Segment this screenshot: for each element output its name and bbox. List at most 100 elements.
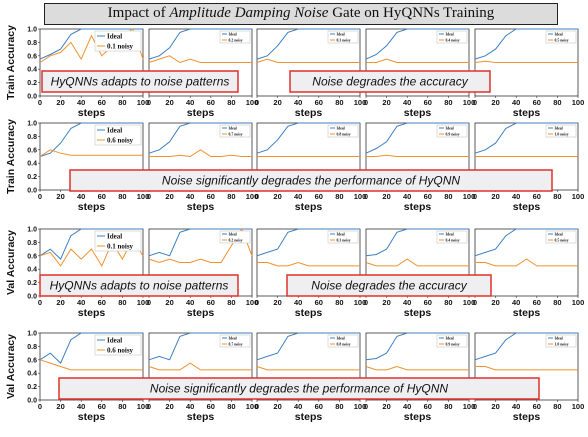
callout-box: Noise degrades the accuracy	[289, 70, 491, 93]
x-tick-label: 100	[246, 298, 259, 307]
legend: Ideal 0.7 noisy	[219, 334, 251, 348]
panel-1-5: 0 20 40 60 80 100 Ideal 0.5 noisy	[473, 28, 584, 107]
legend-label: Ideal	[446, 336, 454, 340]
legend: Ideal 0.5 noisy	[545, 230, 577, 244]
row-axis-label: Val Accuracy	[5, 230, 17, 295]
x-tick-label: 100	[137, 402, 150, 411]
x-tick-label: 40	[512, 98, 520, 107]
x-axis-label: steps	[187, 307, 215, 319]
series-line-ideal	[256, 122, 360, 154]
series-line-noisy	[365, 365, 469, 371]
x-tick-label: 60	[207, 98, 215, 107]
x-tick-label: 100	[246, 402, 259, 411]
panel-1-4: 0 20 40 60 80 100 Ideal 0.4 noisy	[364, 28, 475, 107]
series-line-noisy	[365, 258, 469, 267]
legend: Ideal 0.4 noisy	[436, 230, 468, 244]
callout-frame	[289, 70, 491, 93]
legend: Ideal 0.7 noisy	[219, 124, 251, 138]
x-tick-label: 100	[137, 298, 150, 307]
y-tick-label: 0.2	[27, 384, 37, 391]
series-line-ideal	[39, 332, 143, 364]
legend-box	[327, 230, 359, 244]
legend-box	[545, 30, 577, 44]
x-tick-label: 60	[207, 192, 215, 201]
x-tick-label: 100	[137, 98, 150, 107]
legend-label: Ideal	[229, 336, 237, 340]
series-line-noisy	[148, 362, 252, 371]
legend-box	[327, 124, 359, 138]
legend-label: 0.1 noisy	[107, 42, 134, 50]
x-tick-label: 60	[98, 402, 106, 411]
x-axis-label: steps	[404, 307, 432, 319]
x-tick-label: 20	[56, 298, 64, 307]
series-line-noisy	[148, 55, 252, 64]
x-tick-label: 0	[147, 192, 151, 201]
legend-label: Ideal	[446, 126, 454, 130]
legend-box	[327, 334, 359, 348]
y-tick-label: 0.0	[27, 294, 37, 301]
x-axis-label: steps	[187, 411, 215, 423]
legend-label: 0.7 noisy	[229, 132, 243, 136]
x-tick-label: 80	[118, 98, 126, 107]
x-tick-label: 20	[382, 298, 390, 307]
series-line-ideal	[148, 122, 252, 154]
legend-box	[94, 230, 142, 252]
x-tick-label: 0	[147, 298, 151, 307]
x-tick-label: 80	[553, 98, 561, 107]
y-tick-label: 0.4	[27, 267, 37, 274]
x-tick-label: 100	[354, 98, 367, 107]
x-tick-label: 40	[512, 298, 520, 307]
series-line-ideal	[365, 228, 469, 257]
legend-label: Ideal	[337, 32, 345, 36]
x-tick-label: 20	[382, 98, 390, 107]
x-tick-label: 80	[335, 98, 343, 107]
legend-label: Ideal	[337, 336, 345, 340]
y-tick-label: 0.8	[27, 240, 37, 247]
x-tick-label: 60	[533, 402, 541, 411]
series-line-ideal	[148, 228, 252, 257]
legend-label: 0.9 noisy	[446, 132, 460, 136]
x-axis-label: steps	[295, 411, 323, 423]
x-tick-label: 80	[335, 298, 343, 307]
x-tick-label: 60	[315, 192, 323, 201]
legend: Ideal 0.2 noisy	[219, 230, 251, 244]
y-tick-label: 0.4	[27, 161, 37, 168]
x-tick-label: 100	[137, 192, 150, 201]
x-tick-label: 80	[118, 402, 126, 411]
x-axis-label: steps	[513, 201, 541, 213]
x-tick-label: 100	[463, 192, 476, 201]
x-tick-label: 80	[444, 192, 452, 201]
series-line-ideal	[148, 332, 252, 361]
x-tick-label: 60	[98, 298, 106, 307]
y-tick-label: 0.6	[27, 357, 37, 364]
x-tick-label: 80	[335, 192, 343, 201]
y-tick-label: 0.2	[27, 174, 37, 181]
legend-label: 0.5 noisy	[555, 238, 569, 242]
legend-label: Ideal	[555, 232, 563, 236]
callout-frame	[286, 274, 492, 297]
series-line-ideal	[148, 28, 252, 60]
figure-title: Impact of Amplitude Damping Noise Gate o…	[44, 3, 558, 25]
x-tick-label: 40	[294, 192, 302, 201]
legend-label: Ideal	[229, 32, 237, 36]
x-tick-label: 40	[294, 98, 302, 107]
callout-text: Noise degrades the accuracy	[312, 75, 468, 89]
legend: Ideal 1.0 noisy	[545, 334, 577, 348]
legend-label: Ideal	[229, 232, 237, 236]
legend: Ideal 0.8 noisy	[327, 334, 359, 348]
x-tick-label: 80	[227, 98, 235, 107]
legend-box	[94, 30, 142, 52]
legend-label: 0.5 noisy	[555, 38, 569, 42]
legend-label: Ideal	[555, 32, 563, 36]
x-tick-label: 40	[403, 192, 411, 201]
x-tick-label: 0	[38, 402, 42, 411]
y-tick-label: 0.0	[27, 94, 37, 101]
legend-box	[219, 124, 251, 138]
series-line-ideal	[474, 332, 578, 361]
x-tick-label: 40	[512, 402, 520, 411]
x-tick-label: 60	[315, 298, 323, 307]
legend: Ideal 0.1 noisy	[94, 230, 142, 252]
x-tick-label: 80	[227, 298, 235, 307]
legend-box	[436, 230, 468, 244]
